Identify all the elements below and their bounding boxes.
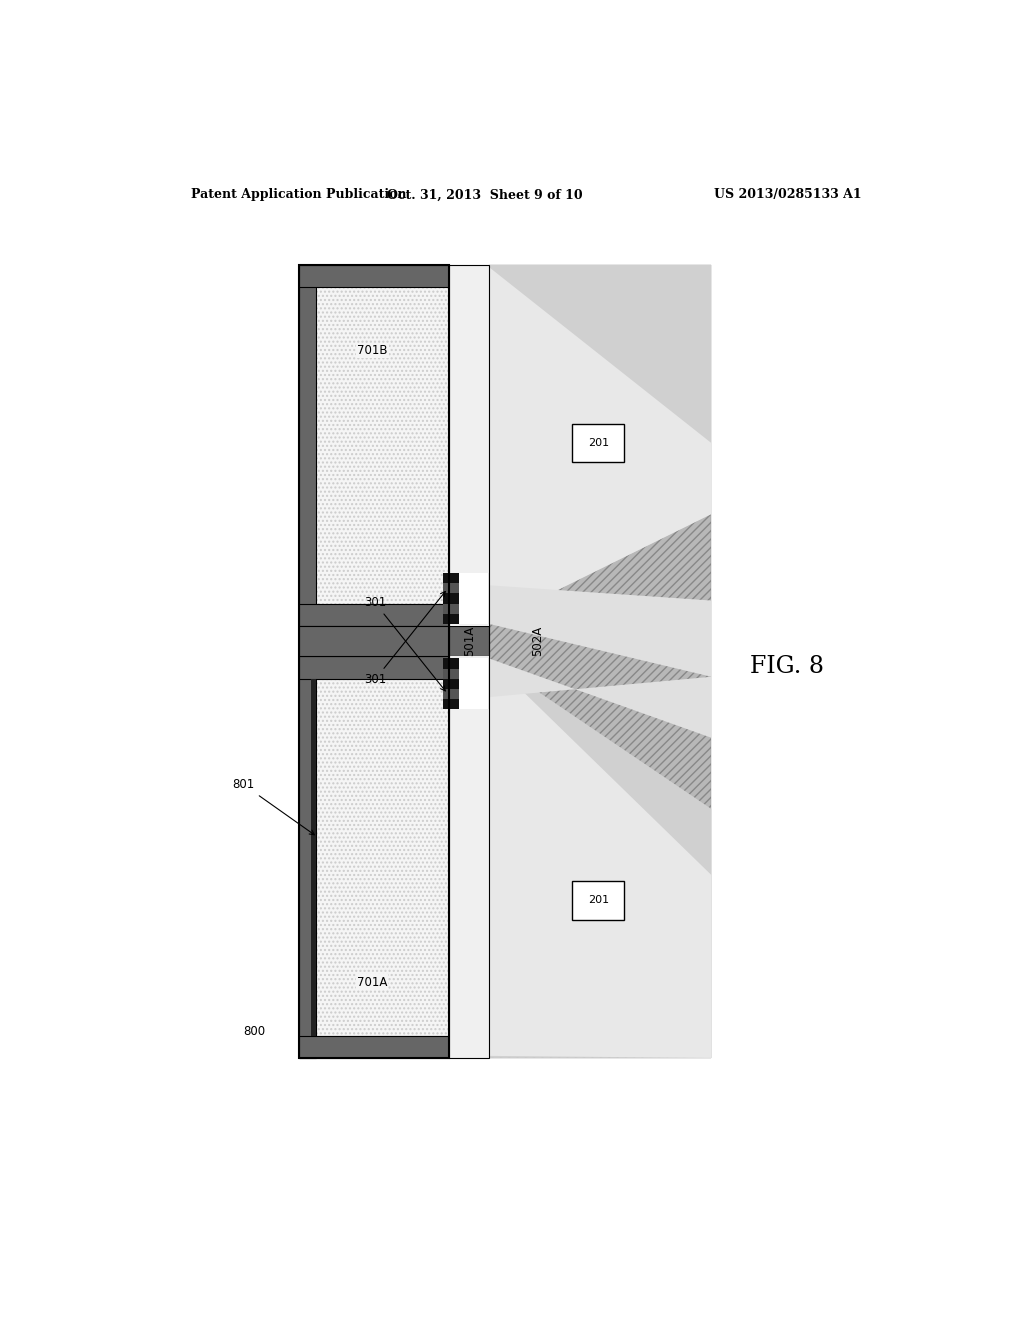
- Bar: [299, 265, 450, 1057]
- Polygon shape: [489, 659, 712, 738]
- Bar: [572, 880, 624, 920]
- Text: 201: 201: [588, 438, 609, 447]
- Bar: [489, 265, 712, 1057]
- Text: 501A: 501A: [463, 626, 476, 656]
- Polygon shape: [489, 585, 712, 677]
- Bar: [572, 424, 624, 462]
- Bar: [443, 603, 459, 614]
- Bar: [311, 678, 316, 1036]
- Bar: [443, 583, 459, 594]
- Bar: [316, 288, 450, 603]
- Bar: [443, 700, 459, 709]
- Bar: [316, 678, 450, 1036]
- Polygon shape: [489, 267, 712, 624]
- Bar: [450, 626, 489, 656]
- Text: 301: 301: [364, 591, 445, 686]
- Text: Patent Application Publication: Patent Application Publication: [191, 189, 407, 202]
- Text: 801: 801: [232, 779, 314, 834]
- Bar: [299, 265, 450, 288]
- Bar: [450, 265, 489, 1057]
- Polygon shape: [489, 659, 712, 1057]
- Bar: [299, 1036, 450, 1057]
- Text: Oct. 31, 2013  Sheet 9 of 10: Oct. 31, 2013 Sheet 9 of 10: [387, 189, 583, 202]
- Bar: [443, 689, 459, 700]
- Bar: [450, 265, 489, 573]
- Text: 502A: 502A: [531, 626, 545, 656]
- Text: 800: 800: [243, 1024, 265, 1038]
- Bar: [299, 656, 316, 1057]
- Polygon shape: [489, 265, 712, 624]
- Polygon shape: [489, 659, 712, 1057]
- Bar: [299, 265, 316, 626]
- Bar: [443, 614, 459, 624]
- Text: 701B: 701B: [356, 345, 387, 358]
- Bar: [450, 656, 489, 659]
- Text: FIG. 8: FIG. 8: [750, 655, 823, 678]
- Bar: [443, 659, 459, 669]
- Text: 301: 301: [364, 597, 445, 690]
- Bar: [299, 603, 450, 626]
- Bar: [450, 709, 489, 1057]
- Text: 201: 201: [588, 895, 609, 906]
- Bar: [489, 265, 712, 1057]
- Bar: [299, 626, 489, 656]
- Bar: [443, 678, 459, 689]
- Text: 701A: 701A: [357, 975, 387, 989]
- Bar: [443, 573, 459, 583]
- Bar: [299, 656, 450, 678]
- Bar: [450, 624, 489, 626]
- Text: US 2013/0285133 A1: US 2013/0285133 A1: [715, 189, 862, 202]
- Bar: [443, 594, 459, 603]
- Bar: [443, 669, 459, 678]
